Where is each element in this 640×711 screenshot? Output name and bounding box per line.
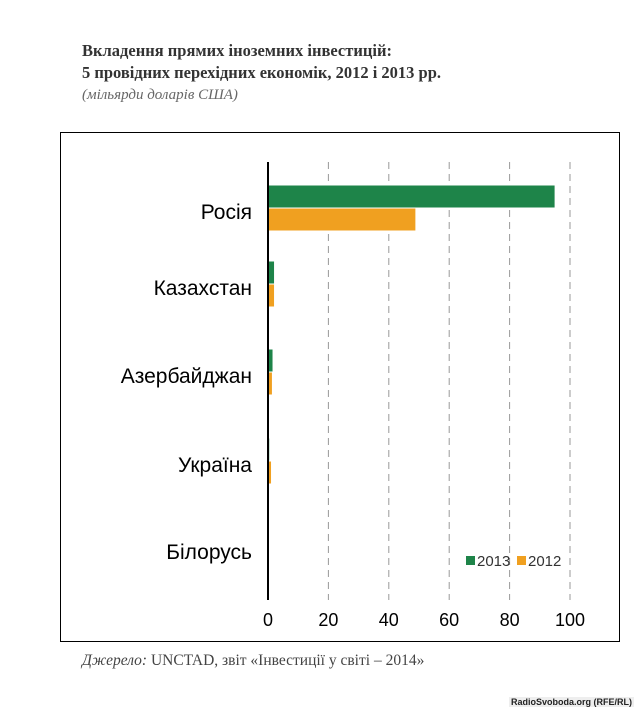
bar-2013-2 [268, 261, 275, 284]
chart-frame [60, 132, 620, 642]
category-label-4: Україна [178, 454, 252, 477]
legend-label-2013: 2013 [477, 553, 510, 570]
source-note: Джерело: UNCTAD, звіт «Інвестиції у світ… [82, 652, 424, 670]
x-tick-label-100: 100 [555, 610, 585, 630]
chart-title-line-1: Вкладення прямих іноземних інвестицій: [82, 41, 392, 60]
x-tick-label-0: 0 [263, 610, 273, 630]
legend-label-2012: 2012 [528, 553, 561, 570]
x-tick-label-20: 20 [318, 610, 338, 630]
chart-subtitle: (мільярди доларів США) [82, 87, 238, 103]
bar-2013-3 [268, 349, 273, 372]
bar-2012-1 [268, 208, 416, 231]
source-text: UNCTAD, звіт «Інвестиції у світі – 2014» [147, 652, 425, 669]
x-tick-label-80: 80 [500, 610, 520, 630]
source-label: Джерело: [82, 652, 148, 669]
legend-swatch-2013 [466, 556, 475, 565]
category-label-5: Білорусь [166, 541, 252, 564]
credit-watermark: RadioSvoboda.org (RFE/RL) [509, 697, 634, 707]
category-label-2: Казахстан [154, 277, 252, 300]
bar-2012-4 [268, 461, 272, 484]
category-label-3: Азербайджан [121, 365, 252, 388]
bar-2012-2 [268, 284, 275, 307]
category-label-1: Росія [201, 201, 252, 224]
bar-2013-1 [268, 185, 555, 208]
title-block: Вкладення прямих іноземних інвестицій: 5… [82, 40, 441, 104]
chart-title-line-2: 5 провідних перехідних економік, 2012 і … [82, 63, 442, 82]
x-tick-label-40: 40 [379, 610, 399, 630]
bar-2012-3 [268, 372, 272, 395]
x-tick-label-60: 60 [439, 610, 459, 630]
legend-swatch-2012 [517, 556, 526, 565]
